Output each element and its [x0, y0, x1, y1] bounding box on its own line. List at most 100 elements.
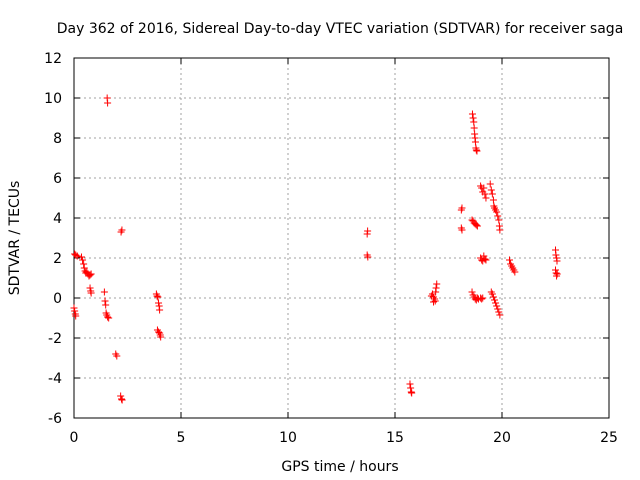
y-tick-label: 4	[53, 211, 62, 227]
data-point	[104, 99, 112, 107]
x-axis-label: GPS time / hours	[281, 459, 398, 475]
data-point	[494, 212, 502, 220]
data-point	[71, 307, 79, 315]
data-point	[479, 294, 487, 302]
data-point	[101, 297, 109, 305]
x-tick-label: 20	[493, 430, 511, 446]
data-point	[472, 221, 480, 229]
plot-frame	[73, 57, 610, 419]
data-point	[155, 328, 163, 336]
data-point	[458, 204, 466, 212]
data-point	[156, 306, 164, 314]
data-point	[86, 271, 94, 279]
data-point	[472, 146, 480, 154]
data-point	[155, 299, 163, 307]
data-point	[470, 118, 478, 126]
chart-title: Day 362 of 2016, Sidereal Day-to-day VTE…	[57, 21, 624, 37]
data-point	[73, 252, 81, 260]
data-point	[469, 114, 477, 122]
data-point	[100, 288, 108, 296]
data-point	[80, 260, 88, 268]
data-point	[408, 389, 416, 397]
data-point	[481, 190, 489, 198]
data-point	[458, 226, 466, 234]
data-point	[473, 222, 481, 230]
x-tick-label: 0	[70, 430, 79, 446]
data-point	[482, 194, 490, 202]
data-point	[430, 298, 438, 306]
x-tick-label: 5	[177, 430, 186, 446]
y-axis-label: SDTVAR / TECUs	[7, 181, 23, 296]
y-tick-label: 12	[44, 51, 62, 67]
data-point	[86, 284, 94, 292]
data-point	[494, 305, 502, 313]
data-point	[471, 138, 479, 146]
data-points	[70, 94, 561, 404]
data-point	[118, 396, 126, 404]
data-point	[87, 289, 95, 297]
data-point	[488, 290, 496, 298]
grid-lines	[74, 58, 609, 418]
data-point	[482, 256, 490, 264]
y-tick-label: -4	[48, 371, 62, 387]
data-point	[431, 297, 439, 305]
data-point	[70, 304, 78, 312]
data-point	[480, 252, 488, 260]
data-point	[553, 270, 561, 278]
data-point	[553, 257, 561, 265]
x-tick-label: 15	[386, 430, 404, 446]
data-point	[470, 124, 478, 132]
data-point	[487, 186, 495, 194]
data-point	[77, 253, 85, 261]
y-tick-label: 0	[53, 291, 62, 307]
data-point	[79, 256, 87, 264]
data-point	[72, 312, 80, 320]
y-tick-label: 6	[53, 171, 62, 187]
data-point	[489, 196, 497, 204]
data-point	[104, 313, 112, 321]
data-point	[489, 293, 497, 301]
data-point	[552, 251, 560, 259]
data-point	[492, 299, 500, 307]
y-tick-label: 10	[44, 91, 62, 107]
data-point	[481, 255, 489, 263]
x-tick-label: 10	[279, 430, 297, 446]
data-point	[407, 384, 415, 392]
data-point	[488, 190, 496, 198]
data-point	[80, 264, 88, 272]
data-point	[496, 311, 504, 319]
data-point	[157, 333, 165, 341]
data-point	[468, 110, 476, 118]
x-tick-label: 25	[600, 430, 618, 446]
data-point	[105, 314, 113, 322]
data-point	[153, 292, 161, 300]
data-point	[117, 392, 125, 400]
data-point	[505, 256, 513, 264]
y-tick-label: 8	[53, 131, 62, 147]
data-point	[496, 226, 504, 234]
data-point	[473, 147, 481, 155]
data-point	[364, 253, 372, 261]
data-point	[433, 280, 441, 288]
data-point	[511, 268, 519, 276]
data-point	[493, 302, 501, 310]
y-tick-label: -6	[48, 411, 62, 427]
data-point	[495, 308, 503, 316]
data-point	[478, 295, 486, 303]
data-point	[87, 270, 95, 278]
data-point	[364, 227, 372, 235]
data-point	[491, 296, 499, 304]
data-point	[102, 301, 110, 309]
data-point	[118, 226, 126, 234]
data-point	[118, 395, 126, 403]
data-point	[480, 184, 488, 192]
data-point	[113, 352, 121, 360]
y-tick-label: 2	[53, 251, 62, 267]
data-point	[468, 288, 476, 296]
y-tick-label: -2	[48, 331, 62, 347]
data-point	[406, 380, 414, 388]
data-point	[154, 293, 162, 301]
data-point	[486, 180, 494, 188]
axis-ticks: 0 5 10 15 20 25 -6 -4 -2 0 2 4 6 8 10 12	[44, 51, 618, 446]
